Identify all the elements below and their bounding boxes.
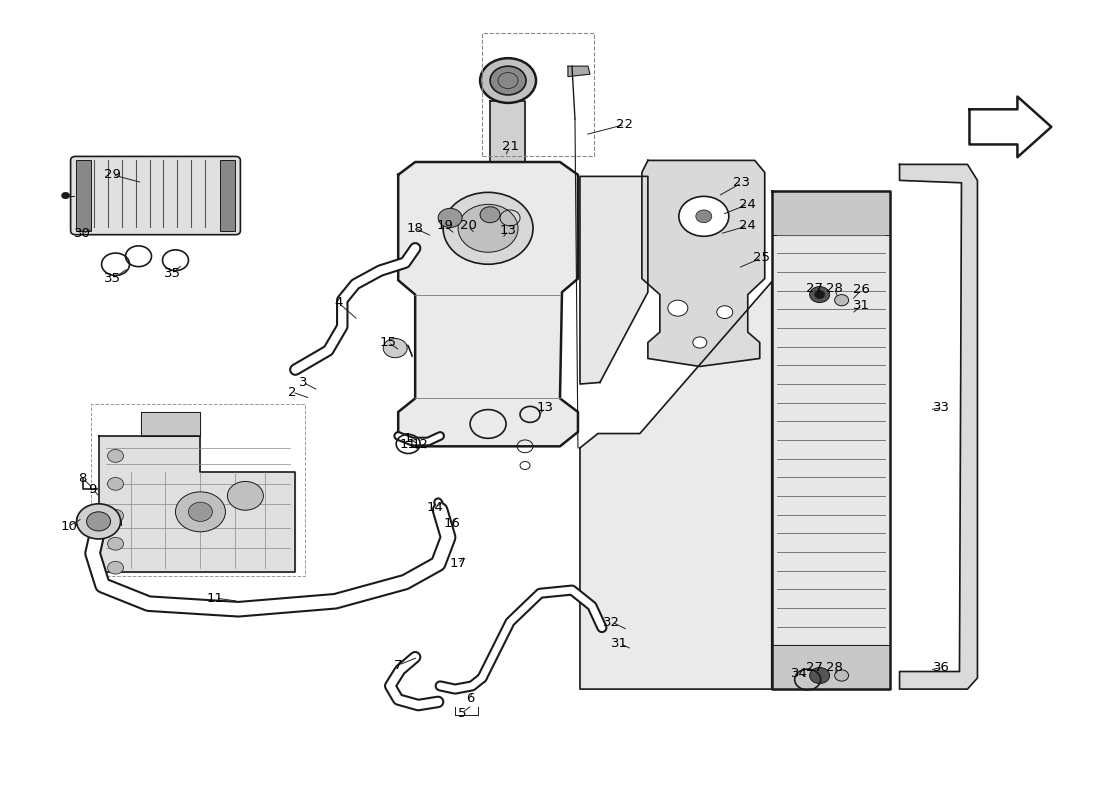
Circle shape	[443, 192, 534, 264]
Polygon shape	[642, 161, 764, 366]
Circle shape	[810, 667, 829, 683]
Text: 11: 11	[207, 591, 224, 605]
Text: 28: 28	[826, 282, 843, 294]
Circle shape	[62, 192, 69, 198]
Text: 30: 30	[74, 227, 91, 240]
Polygon shape	[580, 176, 648, 384]
Bar	[482, 33, 594, 157]
Circle shape	[77, 504, 121, 539]
Polygon shape	[568, 66, 590, 77]
Polygon shape	[969, 97, 1052, 158]
Circle shape	[108, 562, 123, 574]
Polygon shape	[900, 165, 978, 689]
Circle shape	[458, 204, 518, 252]
Text: 16: 16	[443, 518, 461, 530]
Text: 22: 22	[616, 118, 634, 131]
Text: 32: 32	[604, 615, 620, 629]
Bar	[220, 161, 235, 230]
Text: 21: 21	[502, 139, 518, 153]
Text: 9: 9	[88, 483, 97, 496]
Circle shape	[108, 510, 123, 522]
Polygon shape	[772, 190, 890, 689]
Text: 7: 7	[394, 658, 403, 672]
Circle shape	[480, 58, 536, 103]
Circle shape	[815, 290, 825, 298]
Text: 6: 6	[466, 692, 474, 705]
Text: 19: 19	[437, 219, 453, 233]
Circle shape	[108, 478, 123, 490]
Circle shape	[696, 210, 712, 222]
Circle shape	[480, 206, 501, 222]
Text: 33: 33	[933, 402, 950, 414]
Text: 2: 2	[288, 386, 297, 398]
Text: 17: 17	[450, 558, 466, 570]
FancyBboxPatch shape	[70, 157, 241, 234]
Polygon shape	[772, 645, 890, 689]
Text: 36: 36	[933, 661, 950, 674]
Circle shape	[835, 294, 848, 306]
Circle shape	[693, 337, 707, 348]
Text: 18: 18	[407, 222, 424, 234]
Circle shape	[383, 338, 407, 358]
Circle shape	[668, 300, 688, 316]
Text: 5: 5	[458, 706, 466, 719]
Polygon shape	[491, 101, 525, 162]
Text: 27: 27	[806, 661, 823, 674]
Text: 24: 24	[739, 198, 756, 211]
Circle shape	[835, 670, 848, 681]
Circle shape	[810, 286, 829, 302]
Text: 3: 3	[299, 376, 308, 389]
Text: 15: 15	[379, 336, 397, 349]
Polygon shape	[141, 412, 200, 436]
Polygon shape	[772, 190, 890, 234]
Circle shape	[438, 208, 462, 227]
Circle shape	[228, 482, 263, 510]
Circle shape	[108, 538, 123, 550]
Circle shape	[87, 512, 111, 531]
Circle shape	[717, 306, 733, 318]
Circle shape	[491, 66, 526, 95]
Text: 13: 13	[499, 224, 517, 237]
Text: 23: 23	[734, 176, 750, 190]
Circle shape	[188, 502, 212, 522]
Text: 34: 34	[791, 666, 808, 680]
Circle shape	[108, 450, 123, 462]
Text: 29: 29	[104, 168, 121, 182]
Text: 12: 12	[411, 438, 429, 451]
Text: 24: 24	[739, 219, 756, 233]
Text: 13: 13	[537, 402, 553, 414]
Text: 25: 25	[754, 251, 770, 264]
Text: 11: 11	[399, 438, 417, 451]
Polygon shape	[398, 162, 578, 446]
Bar	[76, 161, 90, 230]
Text: 27: 27	[806, 282, 823, 294]
Text: 1: 1	[404, 432, 412, 445]
Text: 35: 35	[104, 272, 121, 285]
Text: 8: 8	[78, 472, 87, 485]
Text: 4: 4	[334, 296, 342, 309]
Circle shape	[679, 196, 729, 236]
Text: 20: 20	[460, 219, 476, 233]
Bar	[90, 404, 306, 576]
Text: 35: 35	[164, 267, 182, 280]
Polygon shape	[580, 282, 772, 689]
Text: 14: 14	[427, 502, 443, 514]
Text: 10: 10	[60, 520, 77, 533]
Text: 28: 28	[826, 661, 843, 674]
Circle shape	[176, 492, 226, 532]
Text: 26: 26	[854, 283, 870, 296]
Text: 31: 31	[854, 299, 870, 312]
Polygon shape	[99, 436, 295, 572]
Text: 31: 31	[612, 637, 628, 650]
